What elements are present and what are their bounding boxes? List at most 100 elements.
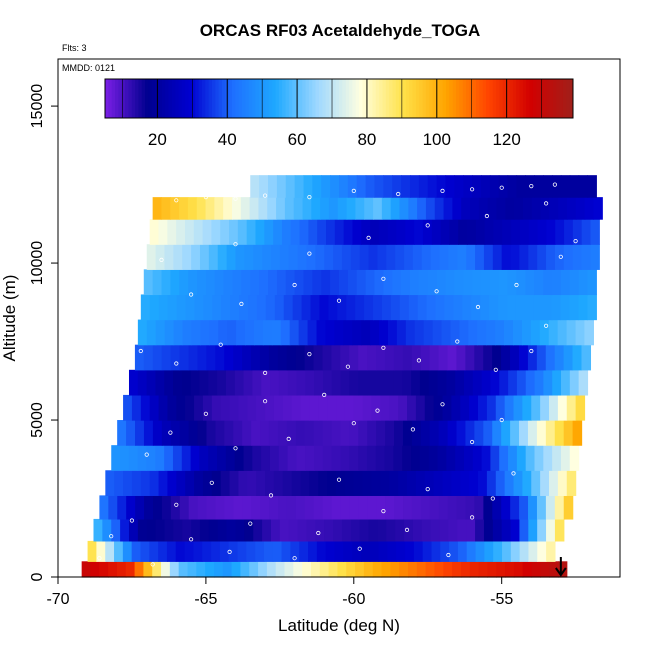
- heatmap-cell: [548, 319, 559, 346]
- colorbar-swatch: [439, 79, 444, 118]
- heatmap-cell: [522, 561, 533, 578]
- colorbar-swatch: [412, 79, 417, 118]
- heatmap-cell: [380, 394, 390, 421]
- heatmap-cell: [380, 470, 390, 496]
- sample-point: [227, 549, 232, 555]
- heatmap-cell: [128, 518, 139, 542]
- heatmap-cell: [474, 495, 484, 520]
- heatmap-cell: [498, 269, 509, 296]
- heatmap-cell: [179, 495, 190, 520]
- heatmap-cell: [146, 445, 156, 471]
- colorbar-swatch: [476, 79, 480, 118]
- colorbar-swatch: [235, 79, 240, 118]
- heatmap-cell: [134, 561, 144, 578]
- heatmap-cell: [386, 244, 396, 270]
- heatmap-cell: [490, 369, 500, 396]
- heatmap-cell: [256, 470, 266, 496]
- heatmap-cell: [285, 269, 296, 296]
- heatmap-cell: [341, 518, 352, 542]
- heatmap-cell: [546, 244, 556, 270]
- heatmap-cell: [184, 540, 194, 562]
- heatmap-cell: [475, 244, 485, 270]
- colorbar-swatch: [349, 79, 353, 118]
- colorbar-swatch: [415, 79, 420, 118]
- heatmap-cell: [188, 420, 199, 446]
- heatmap-cell: [281, 219, 292, 245]
- heatmap-cell: [552, 369, 562, 396]
- heatmap-cell: [128, 369, 139, 396]
- heatmap-cell: [188, 344, 199, 371]
- heatmap-cell: [415, 470, 426, 496]
- heatmap-cell: [268, 175, 278, 198]
- heatmap-cell: [304, 344, 315, 371]
- heatmap-cell: [231, 197, 242, 220]
- heatmap-cell: [377, 518, 387, 542]
- heatmap-cell: [581, 344, 592, 371]
- colorbar-swatch: [486, 79, 490, 118]
- heatmap-cell: [390, 561, 400, 578]
- heatmap-cell: [140, 540, 150, 562]
- heatmap-cell: [312, 269, 322, 296]
- colorbar-swatch: [141, 79, 146, 118]
- heatmap-cell: [199, 369, 209, 396]
- heatmap-cell: [484, 219, 495, 245]
- heatmap-cell: [458, 219, 468, 245]
- heatmap-cell: [361, 319, 371, 346]
- heatmap-cell: [304, 420, 315, 446]
- heatmap-cell: [569, 369, 580, 396]
- heatmap-cell: [116, 561, 127, 578]
- heatmap-cell: [534, 369, 544, 396]
- heatmap-cell: [516, 445, 527, 471]
- colorbar-tick-label: 120: [492, 130, 520, 149]
- colorbar-swatch: [215, 79, 220, 118]
- colorbar-swatch: [462, 79, 467, 118]
- heatmap-cell: [206, 344, 216, 371]
- colorbar-swatch: [282, 79, 287, 118]
- heatmap-cell: [438, 344, 449, 371]
- heatmap-cell: [358, 420, 368, 446]
- heatmap-cell: [466, 518, 476, 542]
- heatmap-cell: [401, 269, 411, 296]
- heatmap-cell: [331, 420, 342, 446]
- heatmap-cell: [453, 294, 463, 321]
- colorbar-swatch: [188, 79, 193, 118]
- heatmap-cell: [387, 319, 398, 346]
- heatmap-cell: [356, 175, 367, 198]
- heatmap-cell: [337, 561, 347, 578]
- colorbar-swatch: [556, 79, 561, 118]
- colorbar-swatch: [445, 79, 450, 118]
- heatmap-cell: [102, 518, 112, 542]
- heatmap-cell: [512, 319, 523, 346]
- heatmap-cell: [537, 219, 547, 245]
- heatmap-cell: [423, 319, 434, 346]
- heatmap-cell: [340, 420, 350, 446]
- heatmap-cell: [309, 470, 319, 496]
- heatmap-cell: [399, 561, 409, 578]
- heatmap-cell: [176, 470, 186, 496]
- heatmap-cell: [117, 495, 127, 520]
- heatmap-cell: [483, 344, 493, 371]
- heatmap-cell: [202, 470, 213, 496]
- colorbar-swatch: [288, 79, 293, 118]
- heatmap-cell: [474, 420, 484, 446]
- heatmap-cell: [404, 244, 414, 270]
- colorbar-swatch: [285, 79, 290, 118]
- sample-point: [150, 562, 155, 567]
- heatmap-cell: [360, 540, 371, 562]
- heatmap-cell: [197, 269, 207, 296]
- heatmap-cell: [286, 344, 297, 371]
- heatmap-cell: [528, 244, 538, 270]
- colorbar-swatch: [466, 79, 470, 118]
- heatmap-cell: [465, 344, 475, 371]
- colorbar-swatch: [262, 79, 266, 118]
- heatmap-cell: [387, 219, 398, 245]
- heatmap-cell: [455, 445, 465, 471]
- heatmap-cell: [358, 445, 368, 471]
- heatmap-cell: [484, 540, 494, 562]
- heatmap-cell: [245, 319, 255, 346]
- heatmap-cell: [590, 219, 600, 245]
- heatmap-cell: [496, 197, 506, 220]
- heatmap-cell: [439, 518, 450, 542]
- colorbar-swatch: [171, 79, 176, 118]
